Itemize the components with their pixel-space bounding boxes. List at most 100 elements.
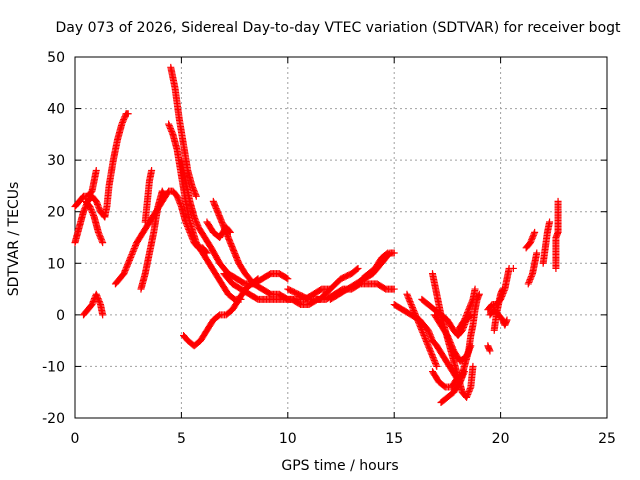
data-point [429, 354, 437, 362]
data-point [432, 359, 440, 367]
data-point [175, 197, 183, 205]
data-point [148, 166, 156, 174]
y-tick-label: 40 [47, 102, 65, 118]
data-point [416, 321, 424, 329]
data-points [71, 63, 562, 407]
data-point [554, 197, 562, 205]
series-arc-b [71, 166, 100, 211]
data-point [469, 362, 477, 370]
data-point [460, 316, 468, 324]
data-point [174, 194, 182, 202]
data-point [166, 123, 174, 131]
data-point [131, 242, 139, 250]
data-point [95, 298, 103, 306]
data-point [468, 298, 476, 306]
series-arc-h [141, 166, 156, 226]
series-arc-w [429, 368, 462, 391]
data-point [410, 306, 418, 314]
data-point [464, 390, 472, 398]
data-point [122, 265, 130, 273]
data-point [120, 270, 128, 278]
data-point [411, 311, 419, 319]
data-point [529, 231, 537, 239]
series-arc-ae [509, 264, 517, 272]
y-tick-label: 30 [47, 153, 65, 169]
data-point [464, 389, 472, 397]
series-arc-ah [539, 218, 554, 267]
data-point [88, 208, 96, 216]
data-point [417, 324, 425, 332]
data-point [124, 261, 132, 269]
data-point [94, 228, 102, 236]
data-point [528, 236, 536, 244]
plot-area-border [74, 56, 608, 419]
y-tick-label: -10 [42, 359, 65, 375]
data-point [192, 191, 200, 199]
data-point [190, 186, 198, 194]
data-point [467, 301, 475, 309]
data-point [80, 208, 88, 216]
series-arc-ai [552, 197, 562, 272]
data-point [463, 309, 471, 317]
data-point [430, 355, 438, 363]
data-point [413, 314, 421, 322]
data-point [131, 243, 139, 251]
data-point [404, 292, 412, 300]
x-tick-label: 25 [598, 431, 616, 447]
data-point [419, 329, 427, 337]
data-point [176, 198, 184, 206]
data-point [530, 230, 538, 238]
data-point [95, 205, 103, 213]
series-arc-i [165, 120, 245, 303]
y-axis-label: SDTVAR / TECUs [6, 182, 22, 297]
data-point [89, 210, 97, 218]
data-point [125, 258, 133, 266]
data-point [120, 116, 128, 124]
data-point [528, 234, 536, 242]
data-point [190, 213, 198, 221]
y-tick-label: 20 [47, 205, 65, 221]
data-point [121, 267, 129, 275]
data-point [128, 250, 136, 258]
x-tick-label: 0 [71, 431, 80, 447]
axis-ticks: 0 5 10 15 20 25 -20 -10 0 10 20 30 40 50 [42, 50, 616, 447]
series-arc-ad [486, 306, 511, 329]
series-arc-d [80, 290, 107, 319]
data-point [422, 336, 430, 344]
data-point [431, 358, 439, 366]
data-point [123, 262, 131, 270]
data-point [99, 239, 107, 247]
data-point [124, 110, 132, 118]
data-point [413, 315, 421, 323]
data-point [92, 166, 100, 174]
data-point [465, 387, 473, 395]
data-point [432, 361, 440, 369]
data-point [126, 255, 134, 263]
data-point [421, 333, 429, 341]
data-point [87, 204, 95, 212]
data-point [93, 292, 101, 300]
y-tick-label: 50 [47, 50, 65, 66]
data-point [93, 293, 101, 301]
data-point [421, 334, 429, 342]
data-point [462, 312, 470, 320]
data-point [127, 252, 135, 260]
data-point [546, 218, 554, 226]
data-point [407, 301, 415, 309]
data-point [425, 329, 433, 337]
data-point [95, 230, 103, 238]
data-point [188, 182, 196, 190]
data-point [424, 340, 432, 348]
data-point [415, 318, 423, 326]
data-point [160, 192, 168, 200]
data-point [80, 206, 88, 214]
data-point [409, 305, 417, 313]
series-arc-k [177, 156, 292, 288]
y-tick-label: 10 [47, 256, 65, 272]
data-point [407, 299, 415, 307]
data-point [167, 126, 175, 134]
data-point [176, 200, 184, 208]
data-point [433, 362, 441, 370]
data-point [191, 216, 199, 224]
